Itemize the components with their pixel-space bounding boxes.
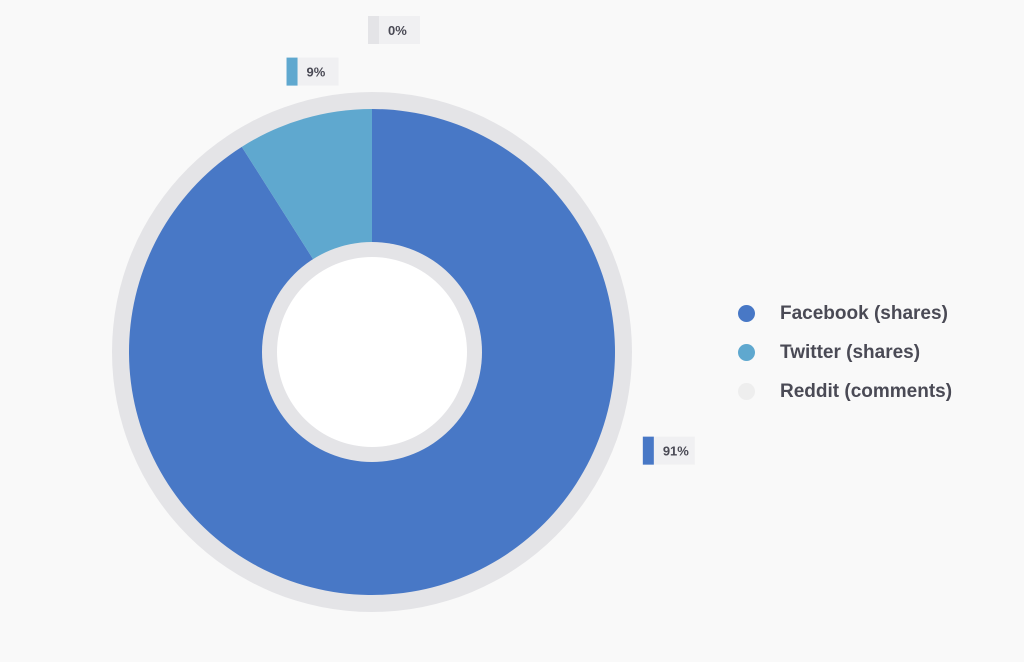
data-label-text-twitter: 9%: [307, 65, 326, 80]
data-label-marker-facebook: [642, 436, 654, 465]
data-label-marker-twitter: [286, 57, 298, 86]
legend-swatch-facebook: [738, 305, 755, 322]
legend-item-twitter[interactable]: Twitter (shares): [738, 333, 952, 372]
data-labels: 91% 9% 0%: [286, 16, 695, 465]
legend-label-twitter: Twitter (shares): [780, 341, 921, 363]
data-label-marker-reddit: [368, 16, 379, 44]
data-label-twitter: 9%: [286, 57, 339, 86]
legend-label-facebook: Facebook (shares): [780, 302, 948, 324]
legend-item-facebook[interactable]: Facebook (shares): [738, 294, 952, 333]
data-label-text-reddit: 0%: [388, 23, 407, 38]
legend: Facebook (shares) Twitter (shares) Reddi…: [738, 294, 952, 411]
donut-hole: [277, 257, 467, 447]
data-label-facebook: 91%: [642, 436, 695, 465]
legend-swatch-twitter: [738, 344, 755, 361]
legend-item-reddit[interactable]: Reddit (comments): [738, 372, 952, 411]
legend-label-reddit: Reddit (comments): [780, 380, 953, 402]
data-label-text-facebook: 91%: [663, 444, 689, 459]
legend-swatch-reddit: [738, 383, 755, 400]
data-label-reddit: 0%: [368, 16, 420, 44]
